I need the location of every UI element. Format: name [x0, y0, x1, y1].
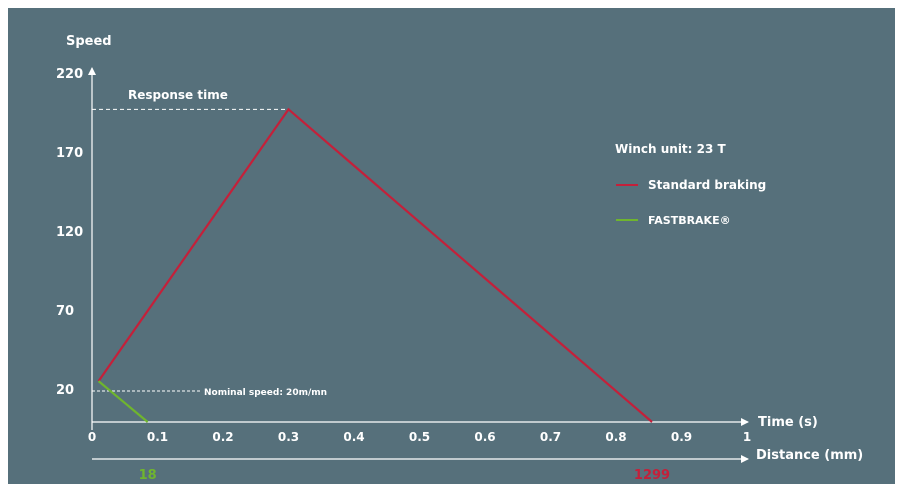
x-tick-label: 0.8 — [605, 430, 626, 444]
x-tick-label: 0.2 — [212, 430, 233, 444]
x-tick-label: 0.9 — [671, 430, 692, 444]
x-tick-label: 0.4 — [343, 430, 364, 444]
y-tick-label: 170 — [56, 146, 83, 161]
distance-value-label: 18 — [139, 468, 157, 483]
x-axis-label: Time (s) — [758, 415, 818, 430]
legend-label-standard: Standard braking — [648, 178, 766, 192]
y-tick-label: 70 — [56, 304, 74, 319]
fastbrake-line — [97, 380, 149, 423]
standard-braking-line — [97, 107, 653, 423]
y-tick-label: 220 — [56, 67, 83, 82]
series-lines — [97, 107, 653, 423]
y-tick-label: 20 — [56, 383, 74, 398]
y-tick-label: 120 — [56, 225, 83, 240]
x-tick-labels: 0 0.1 0.2 0.3 0.4 0.5 0.6 0.7 0.8 0.9 1 — [88, 430, 751, 444]
chart-panel: Speed Time (s) Distance (mm) Response ti… — [8, 8, 895, 484]
nominal-speed-annotation: Nominal speed: 20m/mn — [204, 388, 327, 398]
x-tick-label: 0.1 — [147, 430, 168, 444]
y-axis-label: Speed — [66, 34, 112, 49]
x-tick-label: 0.7 — [540, 430, 561, 444]
distance-value-label: 1299 — [634, 468, 670, 483]
speed-chart: Speed Time (s) Distance (mm) Response ti… — [56, 34, 863, 483]
x-tick-label: 0.5 — [409, 430, 430, 444]
x-tick-label: 0 — [88, 430, 96, 444]
y-tick-labels: 220 170 120 70 20 — [56, 67, 83, 398]
legend-title: Winch unit: 23 T — [615, 142, 727, 156]
legend-label-fastbrake: FASTBRAKE® — [648, 214, 731, 227]
x-tick-label: 0.3 — [278, 430, 299, 444]
distance-labels: 18 1299 — [139, 468, 670, 483]
response-time-annotation: Response time — [128, 88, 228, 102]
x2-axis-label: Distance (mm) — [756, 448, 863, 463]
x-tick-label: 0.6 — [474, 430, 495, 444]
x-tick-label: 1 — [743, 430, 751, 444]
